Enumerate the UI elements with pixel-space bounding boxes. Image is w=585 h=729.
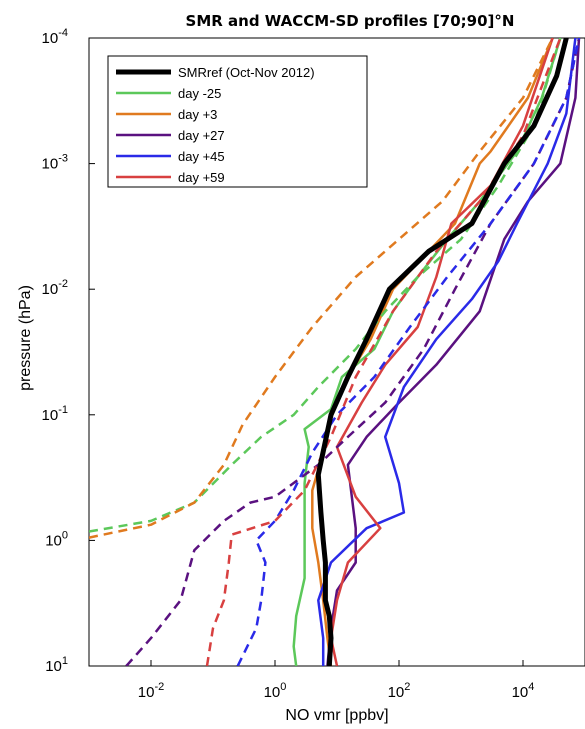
series-line-7 <box>89 38 554 539</box>
series-line-5 <box>329 38 554 666</box>
legend-label-2: day +3 <box>178 107 217 122</box>
legend: SMRref (Oct-Nov 2012) day -25 day +3 day +2… <box>107 55 368 188</box>
legend-label-1: day -25 <box>178 86 221 101</box>
legend-label-5: day +59 <box>178 170 225 185</box>
series-line-0 <box>315 38 569 666</box>
series-line-6 <box>89 38 562 533</box>
y-tick-label-1: 10-3 <box>42 153 68 173</box>
y-tick-label-0: 10-4 <box>42 27 68 47</box>
y-tick-label-2: 10-2 <box>42 278 68 298</box>
legend-label-4: day +45 <box>178 149 225 164</box>
chart-title: SMR and WACCM-SD profiles [70;90]°N <box>186 12 515 30</box>
y-axis-label: pressure (hPa) <box>17 285 34 391</box>
series-layer <box>89 38 581 666</box>
x-tick-label-2: 102 <box>388 681 411 701</box>
y-tick-label-4: 100 <box>45 529 68 549</box>
x-tick-label-1: 100 <box>264 681 287 701</box>
y-tick-label-3: 10-1 <box>42 404 68 424</box>
legend-box <box>107 55 368 188</box>
x-tick-label-3: 104 <box>512 681 535 701</box>
legend-entries: SMRref (Oct-Nov 2012) day -25 day +3 day +2… <box>116 65 315 185</box>
series-line-8 <box>125 38 581 666</box>
x-axis-label: NO vmr [ppbv] <box>285 707 388 724</box>
legend-label-0: SMRref (Oct-Nov 2012) <box>178 65 315 80</box>
legend-label-3: day +27 <box>178 128 225 143</box>
x-tick-label-0: 10-2 <box>138 681 164 701</box>
y-tick-label-5: 101 <box>45 655 68 675</box>
